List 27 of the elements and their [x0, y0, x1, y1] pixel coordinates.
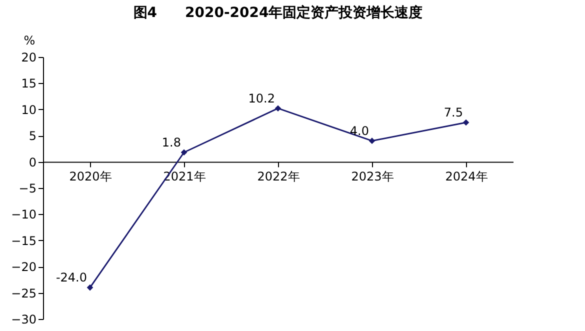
point [368, 138, 376, 144]
data-label: 4.0 [350, 124, 369, 138]
x-tick-label: 2024年 [445, 169, 488, 184]
data-label: -24.0 [56, 270, 87, 285]
y-tick-label: −25 [11, 286, 36, 300]
y-tick-label: −15 [11, 234, 36, 248]
x-tick-label: 2023年 [351, 169, 394, 184]
y-tick-label: −5 [18, 182, 36, 196]
data-label: 7.5 [444, 106, 463, 120]
point [86, 284, 94, 291]
data-label: 1.8 [162, 135, 181, 150]
y-tick-label: 10 [21, 102, 36, 117]
y-tick-label: 0 [28, 155, 36, 170]
y-tick-label: −30 [11, 312, 36, 326]
y-tick-label: −20 [11, 260, 36, 274]
chart-title: 图4 2020-2024年固定资产投资增长速度 [133, 4, 423, 21]
data-label: 10.2 [248, 91, 275, 106]
point [274, 105, 282, 112]
point [462, 119, 470, 126]
y-tick-label: 15 [21, 76, 36, 91]
y-axis-title: % [24, 34, 36, 48]
x-tick-label: 2022年 [257, 169, 300, 184]
x-tick-label: 2020年 [69, 169, 112, 184]
y-tick-label: −10 [11, 208, 36, 222]
y-tick-label: 5 [28, 129, 36, 144]
point [180, 149, 188, 156]
y-tick-label: 20 [21, 50, 36, 64]
